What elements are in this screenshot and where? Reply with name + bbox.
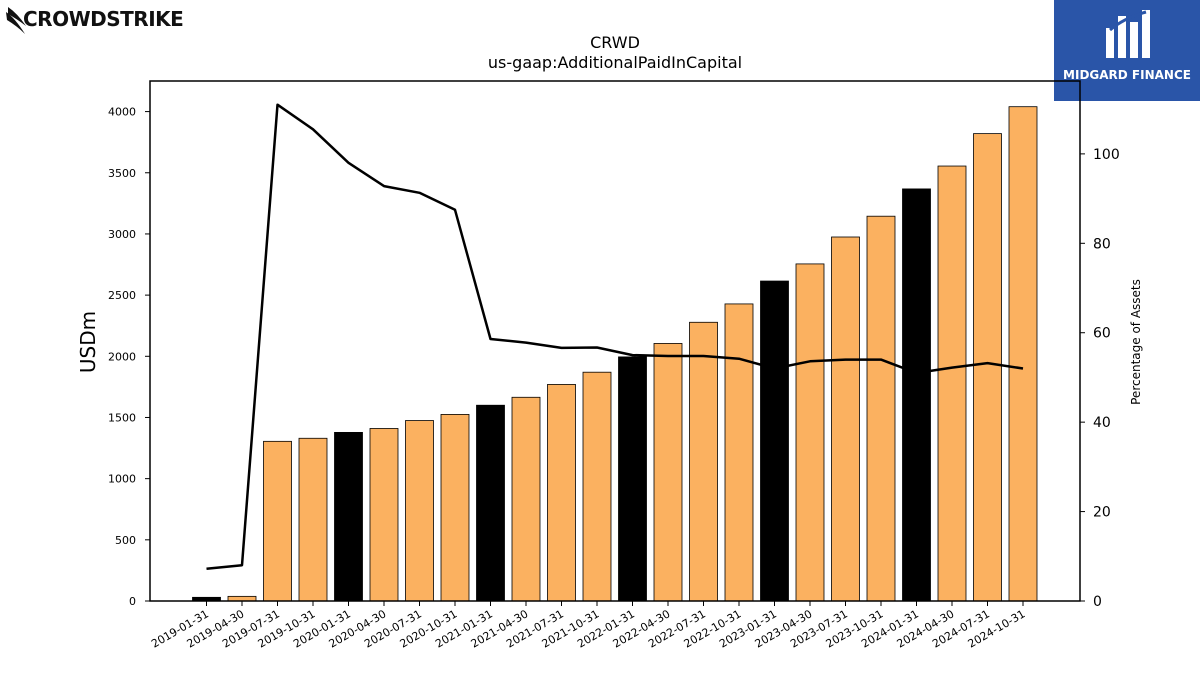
y-tick-label: 4000 xyxy=(108,106,136,119)
bar-2024-10-31 xyxy=(1008,106,1038,602)
bar-2019-10-31 xyxy=(298,437,328,602)
plot-frame xyxy=(149,80,1081,602)
midgard-finance-logo: MIDGARD FINANCE xyxy=(1054,0,1200,101)
y-tick-label: 0 xyxy=(129,595,136,608)
y-tick-label: 3000 xyxy=(108,228,136,241)
bar-2020-10-31 xyxy=(440,414,470,602)
bar-2021-04-30 xyxy=(511,396,541,602)
bar-2021-07-31 xyxy=(547,384,576,602)
bar-2022-04-30 xyxy=(653,343,683,602)
midgard-emblem-icon xyxy=(1106,10,1150,58)
y2-axis-label: Percentage of Assets xyxy=(1129,279,1143,405)
y-tick-label: 2000 xyxy=(108,350,136,363)
y-tick-label: 1000 xyxy=(108,473,136,486)
bar-2021-10-31 xyxy=(582,371,612,602)
bar-2020-04-30 xyxy=(369,428,399,602)
y2-tick-label: 80 xyxy=(1093,236,1111,252)
bar-2020-01-31 xyxy=(334,431,363,602)
y2-tick-label: 100 xyxy=(1093,147,1120,163)
bar-2022-07-31 xyxy=(689,321,718,602)
bar-2020-07-31 xyxy=(405,420,434,602)
bar-2024-07-31 xyxy=(973,133,1002,602)
y2-tick-label: 40 xyxy=(1093,415,1111,431)
bar-series xyxy=(192,106,1038,602)
bar-2023-07-31 xyxy=(831,236,860,602)
bar-2024-04-30 xyxy=(937,165,967,602)
y2-tick-label: 20 xyxy=(1093,505,1111,521)
y-axis-label: USDm xyxy=(76,311,100,373)
bar-2024-01-31 xyxy=(902,188,931,602)
bar-2022-10-31 xyxy=(724,303,754,602)
crowdstrike-wordmark: CROWDSTRIKE xyxy=(23,7,184,31)
falcon-icon xyxy=(6,7,26,34)
bar-2023-01-31 xyxy=(760,280,789,602)
y2-tick-label: 0 xyxy=(1093,594,1102,610)
chart-subtitle: us-gaap:AdditionalPaidInCapital xyxy=(488,53,742,72)
y-tick-label: 1500 xyxy=(108,411,136,424)
y-tick-label: 500 xyxy=(115,534,136,547)
chart-title: CRWD xyxy=(590,33,640,52)
midgard-finance-text: MIDGARD FINANCE xyxy=(1063,68,1191,82)
bar-2023-10-31 xyxy=(866,215,896,602)
bar-2022-01-31 xyxy=(618,356,647,602)
bar-2023-04-30 xyxy=(795,263,825,602)
percentage-of-assets-line xyxy=(206,103,1024,571)
y2-tick-label: 60 xyxy=(1093,326,1111,342)
line-series xyxy=(206,103,1024,571)
bar-2019-07-31 xyxy=(263,440,292,602)
bar-2021-01-31 xyxy=(476,404,505,602)
y-tick-label: 2500 xyxy=(108,289,136,302)
crowdstrike-logo: CROWDSTRIKE xyxy=(5,4,205,40)
y-tick-label: 3500 xyxy=(108,167,136,180)
